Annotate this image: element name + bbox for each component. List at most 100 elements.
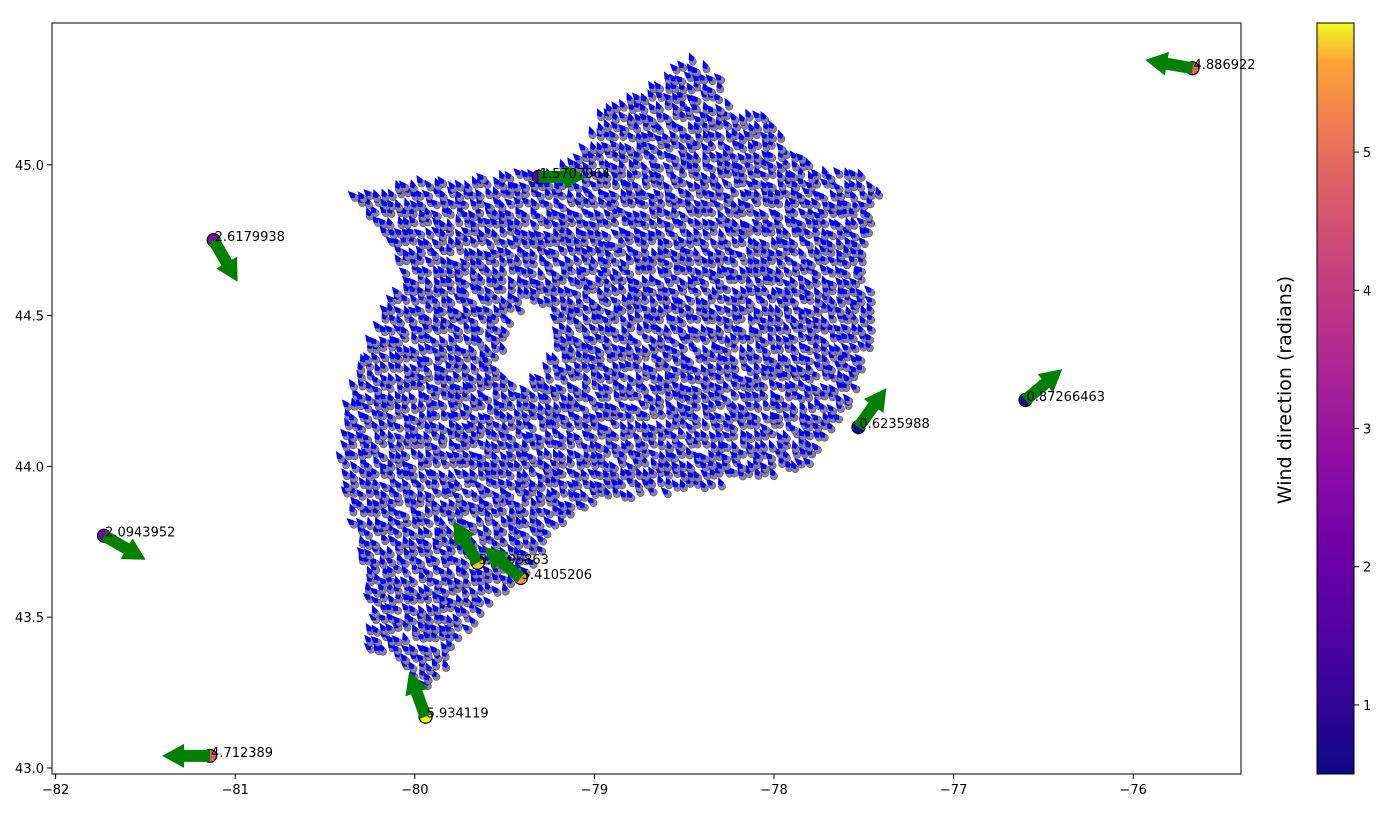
field-arrow	[660, 487, 669, 495]
field-arrow	[468, 568, 476, 576]
field-arrow	[694, 266, 702, 276]
field-arrow	[489, 459, 497, 468]
field-arrow	[421, 644, 429, 653]
field-arrow	[657, 474, 664, 484]
field-arrow	[461, 623, 469, 631]
field-arrow	[504, 497, 512, 505]
field-arrow	[864, 285, 872, 293]
field-arrow	[408, 537, 415, 547]
field-arrow	[361, 539, 370, 547]
field-arrow	[445, 451, 453, 459]
field-arrow	[515, 515, 522, 525]
field-arrow	[530, 197, 538, 207]
field-arrow	[423, 490, 432, 498]
field-arrow	[753, 450, 761, 460]
field-arrow	[694, 217, 701, 227]
field-arrow	[357, 447, 364, 457]
field-arrow	[499, 451, 507, 460]
field-arrow	[573, 450, 581, 459]
field-arrow	[364, 505, 372, 513]
field-arrow	[386, 564, 393, 574]
field-arrow	[551, 468, 559, 477]
field-arrow	[522, 468, 529, 479]
field-arrow	[514, 459, 521, 469]
field-arrow	[401, 468, 409, 477]
field-arrow	[791, 460, 797, 470]
field-arrow	[529, 506, 536, 516]
field-arrow	[735, 461, 743, 469]
field-arrow	[458, 517, 467, 525]
field-arrow	[415, 653, 424, 661]
field-arrow	[414, 556, 422, 565]
field-arrow	[535, 471, 543, 480]
field-arrow	[481, 499, 489, 507]
field-arrow	[408, 574, 415, 584]
field-arrow	[405, 594, 414, 602]
field-arrow	[759, 461, 767, 470]
field-arrow	[648, 466, 655, 475]
field-arrow	[439, 499, 447, 508]
field-arrow	[804, 277, 811, 286]
field-arrow	[473, 480, 481, 488]
field-arrow	[349, 469, 356, 479]
field-arrow	[365, 622, 373, 632]
field-arrow	[405, 462, 414, 470]
field-arrow	[782, 410, 790, 419]
field-arrow	[802, 457, 811, 465]
field-arrow	[729, 450, 737, 459]
field-arrow	[468, 450, 476, 458]
field-arrow	[717, 477, 724, 487]
field-arrow	[508, 533, 515, 542]
field-arrow	[421, 567, 430, 575]
field-arrow	[647, 448, 656, 457]
field-arrow	[395, 373, 402, 382]
field-arrow	[499, 486, 506, 495]
field-arrow	[519, 566, 527, 574]
field-arrow	[406, 614, 414, 622]
field-arrow	[401, 602, 409, 611]
field-arrow	[384, 602, 392, 610]
field-arrow	[340, 486, 348, 494]
field-arrow	[530, 496, 537, 507]
field-arrow	[460, 487, 469, 495]
field-arrow	[504, 489, 512, 498]
field-arrow	[549, 458, 557, 466]
field-arrow	[341, 399, 349, 408]
field-arrow	[392, 518, 401, 526]
field-arrow	[715, 460, 723, 469]
field-arrow	[619, 466, 627, 477]
field-arrow	[610, 228, 618, 236]
field-arrow	[387, 188, 395, 198]
field-arrow	[496, 477, 505, 486]
field-arrow	[679, 277, 686, 286]
field-arrow	[447, 468, 454, 479]
field-arrow	[525, 452, 533, 460]
field-arrow	[593, 468, 601, 477]
field-arrow	[477, 503, 484, 513]
field-arrow	[453, 576, 461, 585]
field-arrow	[739, 265, 746, 275]
field-arrow	[557, 431, 564, 440]
field-arrow	[363, 189, 371, 197]
field-arrow	[632, 449, 641, 458]
field-arrow	[678, 210, 686, 219]
field-arrow	[363, 642, 372, 650]
field-arrow	[365, 380, 372, 389]
field-arrow	[440, 556, 448, 565]
field-arrow	[686, 460, 693, 470]
field-arrow	[752, 237, 760, 247]
field-arrow	[445, 596, 453, 604]
field-arrow	[350, 496, 358, 505]
field-arrow	[398, 267, 407, 275]
field-arrow	[438, 504, 446, 514]
field-arrow	[380, 489, 387, 499]
field-arrow	[513, 525, 520, 536]
field-arrow	[737, 391, 746, 399]
field-arrow	[746, 430, 753, 440]
field-arrow	[671, 479, 679, 488]
field-arrow	[476, 172, 484, 180]
field-arrow	[698, 460, 707, 468]
field-arrow	[483, 485, 491, 494]
field-arrow	[394, 479, 402, 488]
field-arrow	[417, 342, 425, 352]
